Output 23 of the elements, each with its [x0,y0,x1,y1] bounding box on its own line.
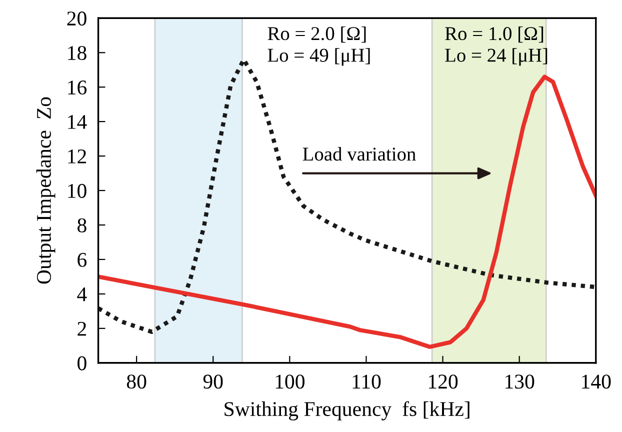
x-tick-label: 110 [352,374,381,389]
y-tick-label: 0 [78,356,86,370]
x-tick-label: 130 [506,374,534,389]
y-tick-label: 2 [78,322,86,336]
y-tick-label: 10 [68,184,86,198]
x-tick-label: 120 [428,374,458,389]
y-tick-label: 8 [78,218,86,232]
y-tick-label: 14 [68,115,87,129]
y-axis-title: Output Impedance Zo [36,97,56,284]
annotation: Load variation [302,147,416,161]
band-label: Ro = 1.0 [Ω] Lo = 24 [μH] [445,26,548,66]
y-tick-label: 4 [77,287,87,302]
x-tick-label: 80 [126,374,146,389]
x-tick-label: 140 [582,374,611,389]
y-tick-label: 18 [68,46,86,60]
y-tick-label: 6 [78,252,87,267]
y-tick-label: 12 [68,149,86,164]
band-label: Ro = 2.0 [Ω] Lo = 49 [μH] [268,26,370,66]
x-tick-label: 90 [203,374,223,389]
y-tick-label: 16 [68,80,87,95]
y-tick-label: 20 [67,12,86,26]
x-tick-label: 100 [276,374,304,389]
x-axis-title: Swithing Frequency fs [kHz] [224,401,470,420]
